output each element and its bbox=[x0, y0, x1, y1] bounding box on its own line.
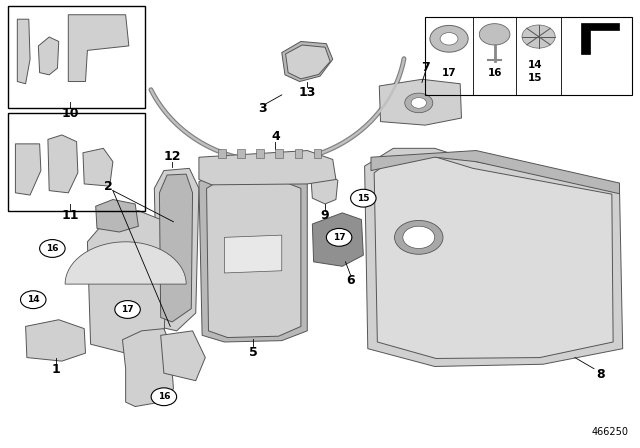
Text: 466250: 466250 bbox=[592, 427, 629, 437]
Polygon shape bbox=[275, 149, 283, 158]
Polygon shape bbox=[26, 320, 86, 361]
Polygon shape bbox=[311, 173, 338, 204]
Text: 14: 14 bbox=[527, 60, 542, 70]
Polygon shape bbox=[294, 149, 302, 158]
Text: 13: 13 bbox=[299, 86, 316, 99]
Text: 5: 5 bbox=[249, 346, 257, 359]
Polygon shape bbox=[17, 19, 30, 84]
Wedge shape bbox=[65, 242, 186, 284]
Polygon shape bbox=[218, 149, 226, 158]
Text: 16: 16 bbox=[487, 68, 502, 78]
Polygon shape bbox=[199, 171, 307, 342]
Text: 2: 2 bbox=[104, 180, 113, 193]
Circle shape bbox=[351, 189, 376, 207]
Text: 7: 7 bbox=[420, 61, 429, 74]
Circle shape bbox=[40, 240, 65, 258]
Circle shape bbox=[394, 220, 443, 254]
Bar bbox=[8, 6, 145, 108]
Polygon shape bbox=[122, 329, 173, 406]
Text: 1: 1 bbox=[51, 362, 60, 375]
Circle shape bbox=[20, 291, 46, 309]
Polygon shape bbox=[256, 149, 264, 158]
Text: 12: 12 bbox=[163, 150, 181, 163]
Circle shape bbox=[522, 25, 555, 48]
Text: 9: 9 bbox=[321, 210, 330, 223]
Circle shape bbox=[403, 226, 435, 249]
Polygon shape bbox=[580, 23, 619, 54]
Text: 17: 17 bbox=[333, 233, 346, 242]
Circle shape bbox=[479, 24, 510, 45]
Text: 8: 8 bbox=[596, 367, 605, 380]
Polygon shape bbox=[161, 331, 205, 381]
Polygon shape bbox=[38, 37, 59, 75]
Polygon shape bbox=[365, 148, 623, 366]
Polygon shape bbox=[374, 156, 613, 358]
Text: 16: 16 bbox=[157, 392, 170, 401]
Polygon shape bbox=[312, 213, 364, 266]
Circle shape bbox=[151, 388, 177, 405]
Polygon shape bbox=[154, 168, 199, 331]
Polygon shape bbox=[159, 174, 193, 322]
Circle shape bbox=[326, 228, 352, 246]
Text: 17: 17 bbox=[442, 68, 456, 78]
Polygon shape bbox=[237, 149, 245, 158]
Polygon shape bbox=[88, 211, 167, 353]
Polygon shape bbox=[199, 151, 336, 185]
Polygon shape bbox=[68, 15, 129, 82]
Polygon shape bbox=[282, 42, 333, 82]
Text: 15: 15 bbox=[357, 194, 369, 202]
Polygon shape bbox=[207, 177, 301, 337]
Text: 16: 16 bbox=[46, 244, 59, 253]
Polygon shape bbox=[48, 135, 78, 193]
Text: 6: 6 bbox=[346, 275, 355, 288]
Bar bbox=[8, 113, 145, 211]
Text: 15: 15 bbox=[527, 73, 542, 82]
Polygon shape bbox=[96, 199, 138, 232]
Text: 3: 3 bbox=[259, 102, 267, 115]
Polygon shape bbox=[285, 45, 330, 79]
Polygon shape bbox=[314, 149, 321, 158]
Polygon shape bbox=[15, 144, 41, 195]
Text: 11: 11 bbox=[61, 210, 79, 223]
Text: 14: 14 bbox=[27, 295, 40, 304]
Text: 10: 10 bbox=[61, 107, 79, 120]
Polygon shape bbox=[380, 79, 461, 125]
Circle shape bbox=[430, 26, 468, 52]
Polygon shape bbox=[83, 148, 113, 186]
Circle shape bbox=[411, 98, 426, 108]
Text: 4: 4 bbox=[271, 130, 280, 143]
Circle shape bbox=[115, 301, 140, 319]
Bar bbox=[425, 17, 632, 95]
Polygon shape bbox=[225, 235, 282, 273]
Circle shape bbox=[440, 33, 458, 45]
Text: 17: 17 bbox=[121, 305, 134, 314]
Circle shape bbox=[404, 93, 433, 113]
Polygon shape bbox=[371, 151, 620, 194]
